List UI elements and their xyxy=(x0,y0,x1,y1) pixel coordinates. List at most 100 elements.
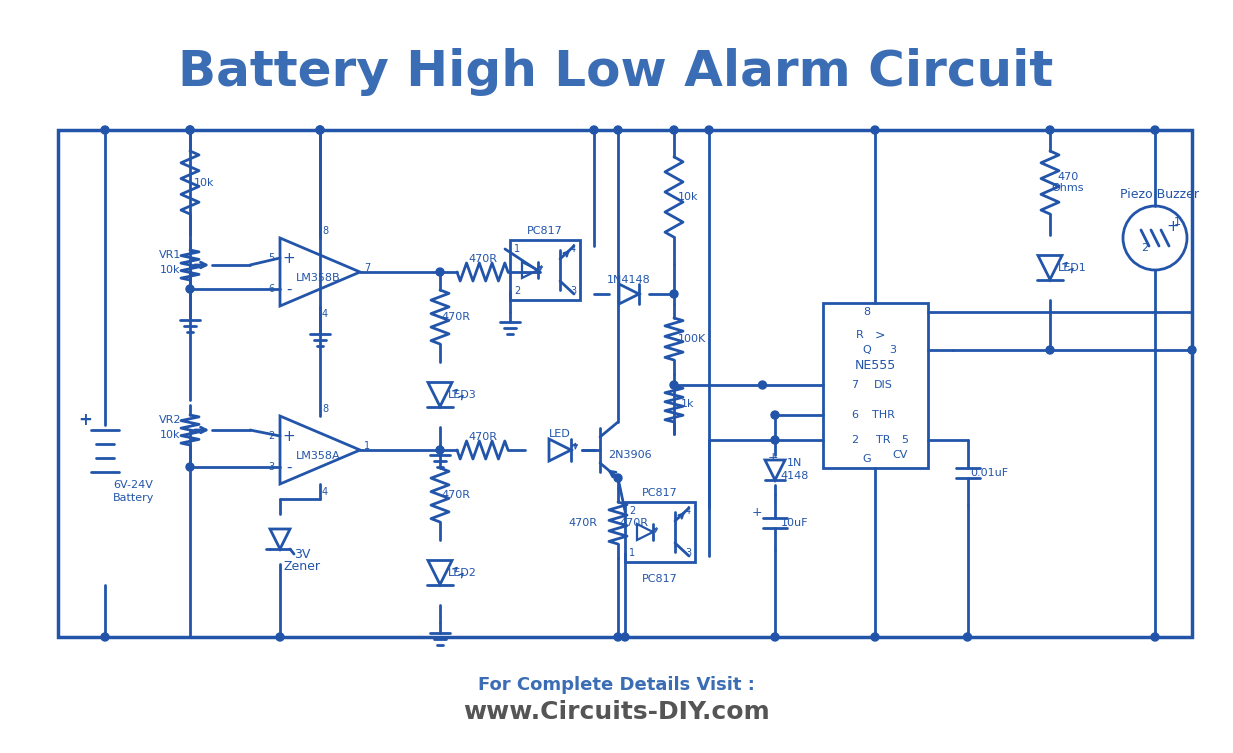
Circle shape xyxy=(1046,126,1054,134)
Bar xyxy=(822,303,927,468)
Text: 10k: 10k xyxy=(678,192,698,202)
Text: 10k: 10k xyxy=(160,430,180,440)
Text: DIS: DIS xyxy=(873,380,893,390)
Text: LED3: LED3 xyxy=(448,389,476,400)
Text: 3: 3 xyxy=(686,548,690,558)
Circle shape xyxy=(614,633,621,641)
Bar xyxy=(58,130,1192,637)
Text: 470R: 470R xyxy=(619,518,649,528)
Circle shape xyxy=(870,633,879,641)
Text: 7: 7 xyxy=(364,263,370,273)
Text: TR: TR xyxy=(875,435,890,445)
Text: 3: 3 xyxy=(889,345,896,355)
Text: 1k: 1k xyxy=(682,399,694,409)
Circle shape xyxy=(276,633,284,641)
Text: >: > xyxy=(874,328,885,342)
Text: 1: 1 xyxy=(1174,217,1180,227)
Text: 4148: 4148 xyxy=(780,471,809,480)
Circle shape xyxy=(614,126,621,134)
Text: For Complete Details Visit :: For Complete Details Visit : xyxy=(477,676,755,694)
Bar xyxy=(625,502,695,562)
Circle shape xyxy=(186,285,194,293)
Text: VR1: VR1 xyxy=(159,250,181,260)
Circle shape xyxy=(436,268,444,276)
Text: 3: 3 xyxy=(570,286,576,296)
Text: 2: 2 xyxy=(514,286,520,296)
Circle shape xyxy=(1046,346,1054,354)
Text: 10k: 10k xyxy=(194,178,215,187)
Circle shape xyxy=(186,463,194,471)
Text: PC817: PC817 xyxy=(642,574,678,584)
Text: 470R: 470R xyxy=(568,518,598,528)
Circle shape xyxy=(101,633,109,641)
Text: 4: 4 xyxy=(322,487,328,497)
Text: 10uF: 10uF xyxy=(782,517,809,528)
Text: 470
Ohms: 470 Ohms xyxy=(1052,172,1084,194)
Text: 100K: 100K xyxy=(678,334,707,344)
Text: 3: 3 xyxy=(268,462,274,472)
Text: +: + xyxy=(282,428,296,444)
Circle shape xyxy=(316,126,324,134)
Text: +: + xyxy=(78,411,92,429)
Text: 7: 7 xyxy=(852,380,858,390)
Text: 1N4148: 1N4148 xyxy=(607,275,651,285)
Text: -: - xyxy=(286,459,292,474)
Circle shape xyxy=(316,126,324,134)
Text: PC817: PC817 xyxy=(528,226,563,236)
Circle shape xyxy=(1150,126,1159,134)
Text: 470R: 470R xyxy=(441,312,471,322)
Text: R: R xyxy=(856,330,864,340)
Circle shape xyxy=(758,381,767,389)
Text: 4: 4 xyxy=(686,506,690,516)
Circle shape xyxy=(436,446,444,454)
Text: Battery: Battery xyxy=(113,493,154,503)
Circle shape xyxy=(1150,633,1159,641)
Circle shape xyxy=(670,126,678,134)
Text: 4: 4 xyxy=(570,244,576,254)
Text: 6: 6 xyxy=(268,284,274,294)
Circle shape xyxy=(186,126,194,134)
Text: 2: 2 xyxy=(1142,243,1149,253)
Circle shape xyxy=(1189,346,1196,354)
Text: Q: Q xyxy=(863,345,872,355)
Text: LED: LED xyxy=(549,429,571,439)
Circle shape xyxy=(771,633,779,641)
Text: 2: 2 xyxy=(268,431,274,441)
Text: www.Circuits-DIY.com: www.Circuits-DIY.com xyxy=(462,700,769,724)
Text: 470R: 470R xyxy=(469,254,497,264)
Circle shape xyxy=(705,126,713,134)
Circle shape xyxy=(670,290,678,298)
Text: PC817: PC817 xyxy=(642,488,678,498)
Text: G: G xyxy=(863,453,872,464)
Text: 1: 1 xyxy=(364,441,370,451)
Text: 8: 8 xyxy=(322,226,328,236)
Text: NE555: NE555 xyxy=(854,358,895,371)
Text: +: + xyxy=(1166,218,1180,233)
Circle shape xyxy=(963,633,972,641)
Text: 1N: 1N xyxy=(788,458,803,468)
Circle shape xyxy=(614,474,621,482)
Text: 4: 4 xyxy=(322,309,328,319)
Circle shape xyxy=(670,381,678,389)
Text: Piezo Buzzer: Piezo Buzzer xyxy=(1121,187,1200,200)
Text: 1: 1 xyxy=(629,548,635,558)
Text: LED1: LED1 xyxy=(1058,263,1086,273)
Text: 6: 6 xyxy=(852,410,858,420)
Text: 470R: 470R xyxy=(441,490,471,500)
Circle shape xyxy=(591,126,598,134)
Text: 10k: 10k xyxy=(160,265,180,275)
Text: 8: 8 xyxy=(322,404,328,414)
Text: -: - xyxy=(286,282,292,297)
Text: 470R: 470R xyxy=(469,432,497,442)
Circle shape xyxy=(186,126,194,134)
Bar xyxy=(510,240,580,300)
Text: LM358B: LM358B xyxy=(296,273,340,283)
Circle shape xyxy=(870,126,879,134)
Text: 3V: 3V xyxy=(293,547,311,560)
Text: Battery High Low Alarm Circuit: Battery High Low Alarm Circuit xyxy=(179,48,1054,96)
Circle shape xyxy=(771,411,779,419)
Text: 0.01uF: 0.01uF xyxy=(970,468,1009,477)
Text: VR2: VR2 xyxy=(159,415,181,425)
Text: 2: 2 xyxy=(629,506,635,516)
Text: THR: THR xyxy=(872,410,894,420)
